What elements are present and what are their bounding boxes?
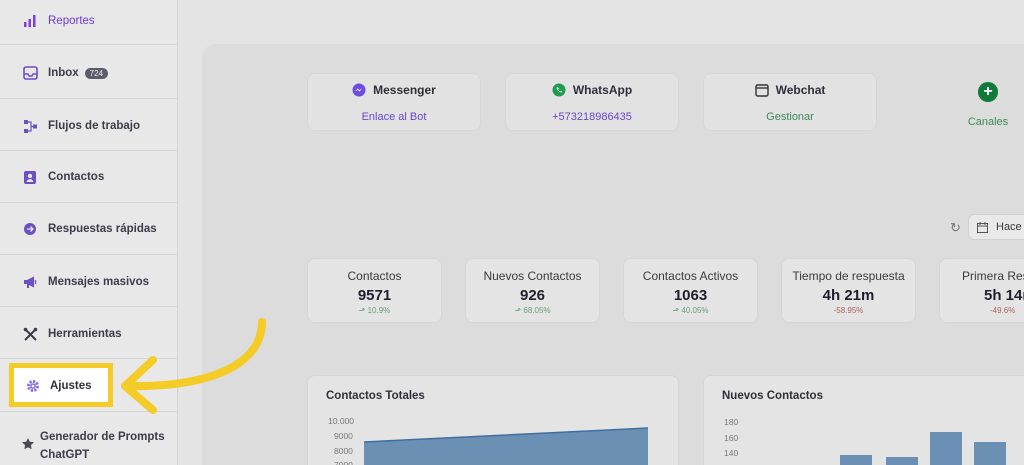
calendar-icon bbox=[977, 221, 988, 233]
divider bbox=[0, 306, 178, 307]
gear-icon bbox=[26, 379, 40, 393]
kpi-label: Nuevos Contactos bbox=[483, 269, 582, 283]
y-tick: 10.000 bbox=[328, 416, 354, 426]
add-channel-button[interactable]: + Canales bbox=[962, 82, 1014, 128]
sidebar-item-label: Reportes bbox=[48, 15, 95, 27]
divider bbox=[0, 411, 178, 412]
sidebar-item-label: Flujos de trabajo bbox=[48, 120, 141, 132]
bar-chart bbox=[840, 432, 1006, 465]
sidebar-item-label: Contactos bbox=[48, 171, 105, 183]
whatsapp-number-link[interactable]: +573218986435 bbox=[552, 111, 632, 123]
whatsapp-icon bbox=[552, 83, 566, 97]
kpi-delta: ⬏ 68.05% bbox=[514, 306, 551, 315]
sidebar-item-inbox[interactable]: Inbox 724 bbox=[0, 63, 178, 83]
kpi-label: Tiempo de respuesta bbox=[792, 269, 905, 283]
sidebar-item-respuestas[interactable]: Respuestas rápidas bbox=[0, 219, 178, 239]
webchat-manage-link[interactable]: Gestionar bbox=[766, 111, 814, 123]
refresh-icon[interactable]: ↻ bbox=[950, 220, 961, 235]
tools-icon bbox=[22, 326, 38, 342]
kpi-value: 4h 21m bbox=[822, 287, 875, 304]
kpi-value: 926 bbox=[519, 287, 546, 304]
y-tick: 8000 bbox=[334, 446, 353, 456]
sidebar-item-label: Generador de Prompts bbox=[40, 431, 165, 443]
plus-icon: + bbox=[978, 82, 998, 102]
divider bbox=[0, 98, 178, 99]
sidebar-item-label: Mensajes masivos bbox=[48, 276, 150, 288]
kpi-value: 1063 bbox=[673, 287, 708, 304]
sidebar-item-mensajes[interactable]: Mensajes masivos bbox=[0, 272, 178, 292]
kpi-card-nuevos: Nuevos Contactos 926 ⬏ 68.05% bbox=[465, 258, 600, 323]
kpi-label: Primera Resp bbox=[962, 269, 1024, 283]
megaphone-icon bbox=[22, 274, 38, 290]
whatsapp-card: WhatsApp +573218986435 bbox=[505, 73, 679, 131]
workflow-icon bbox=[22, 118, 38, 134]
area-series-line bbox=[363, 427, 649, 443]
y-tick: 9000 bbox=[334, 431, 353, 441]
kpi-card-contactos: Contactos 9571 ⬏ 10.9% bbox=[307, 258, 442, 323]
kpi-value: 9571 bbox=[357, 287, 392, 304]
nuevos-contactos-panel: Nuevos Contactos 180 160 140 bbox=[703, 375, 1024, 465]
inbox-count-badge: 724 bbox=[84, 67, 109, 79]
kpi-delta: ⬏ 40.05% bbox=[672, 306, 709, 315]
divider bbox=[0, 254, 178, 255]
whatsapp-title: WhatsApp bbox=[572, 83, 633, 97]
kpi-label: Contactos bbox=[347, 269, 402, 283]
messenger-card: Messenger Enlace al Bot bbox=[307, 73, 481, 131]
divider bbox=[0, 150, 178, 151]
webchat-card: Webchat Gestionar bbox=[703, 73, 877, 131]
star-icon bbox=[20, 436, 36, 452]
messenger-title: Messenger bbox=[373, 83, 436, 97]
bar-chart-icon bbox=[22, 13, 38, 29]
messenger-link[interactable]: Enlace al Bot bbox=[361, 111, 427, 123]
area-chart bbox=[363, 427, 649, 465]
inbox-icon bbox=[22, 65, 38, 81]
sidebar-item-flujos[interactable]: Flujos de trabajo bbox=[0, 116, 178, 136]
y-tick: 180 bbox=[724, 417, 739, 427]
sidebar-item-label-line2: ChatGPT bbox=[40, 449, 90, 461]
browser-window-icon bbox=[754, 83, 769, 97]
area-series bbox=[364, 428, 648, 465]
kpi-card-tiempo: Tiempo de respuesta 4h 21m -58.95% bbox=[781, 258, 916, 323]
kpi-delta: -58.95% bbox=[833, 306, 864, 315]
canales-label: Canales bbox=[967, 116, 1009, 128]
date-range-button[interactable]: Hace 7 bbox=[968, 214, 1024, 240]
quick-reply-icon bbox=[22, 221, 38, 237]
webchat-title: Webchat bbox=[775, 83, 826, 97]
sidebar-item-herramientas[interactable]: Herramientas bbox=[0, 324, 178, 344]
kpi-delta: -49.6% bbox=[990, 306, 1016, 315]
sidebar-item-contactos[interactable]: Contactos bbox=[0, 167, 178, 187]
bar bbox=[930, 432, 962, 465]
kpi-delta: ⬏ 10.9% bbox=[358, 306, 391, 315]
kpi-label: Contactos Activos bbox=[642, 269, 739, 283]
sidebar-item-label: Ajustes bbox=[50, 380, 92, 392]
sidebar-item-reportes[interactable]: Reportes bbox=[0, 11, 178, 31]
divider bbox=[0, 358, 178, 359]
kpi-value: 5h 14m bbox=[984, 287, 1024, 304]
sidebar-item-generador[interactable]: Generador de Prompts ChatGPT bbox=[0, 428, 178, 464]
sidebar-item-ajustes[interactable]: Ajustes bbox=[9, 363, 113, 407]
date-range-label: Hace 7 bbox=[996, 221, 1024, 233]
contactos-totales-panel: Contactos Totales 10.000 9000 8000 7000 bbox=[307, 375, 679, 465]
kpi-card-activos: Contactos Activos 1063 ⬏ 40.05% bbox=[623, 258, 758, 323]
sidebar-item-label: Herramientas bbox=[48, 328, 122, 340]
sidebar-item-label: Inbox bbox=[48, 67, 79, 79]
y-tick: 7000 bbox=[334, 460, 353, 465]
contacts-icon bbox=[22, 169, 38, 185]
y-tick: 140 bbox=[724, 448, 739, 458]
panel-title: Nuevos Contactos bbox=[722, 390, 823, 402]
bar bbox=[886, 457, 918, 465]
bar bbox=[840, 455, 872, 465]
panel-title: Contactos Totales bbox=[326, 390, 425, 402]
messenger-icon bbox=[352, 83, 366, 97]
divider bbox=[0, 44, 178, 45]
kpi-card-primera: Primera Resp 5h 14m -49.6% bbox=[939, 258, 1024, 323]
y-tick: 160 bbox=[724, 433, 739, 443]
divider bbox=[0, 202, 178, 203]
bar bbox=[974, 442, 1006, 465]
sidebar-item-label: Respuestas rápidas bbox=[48, 223, 157, 235]
